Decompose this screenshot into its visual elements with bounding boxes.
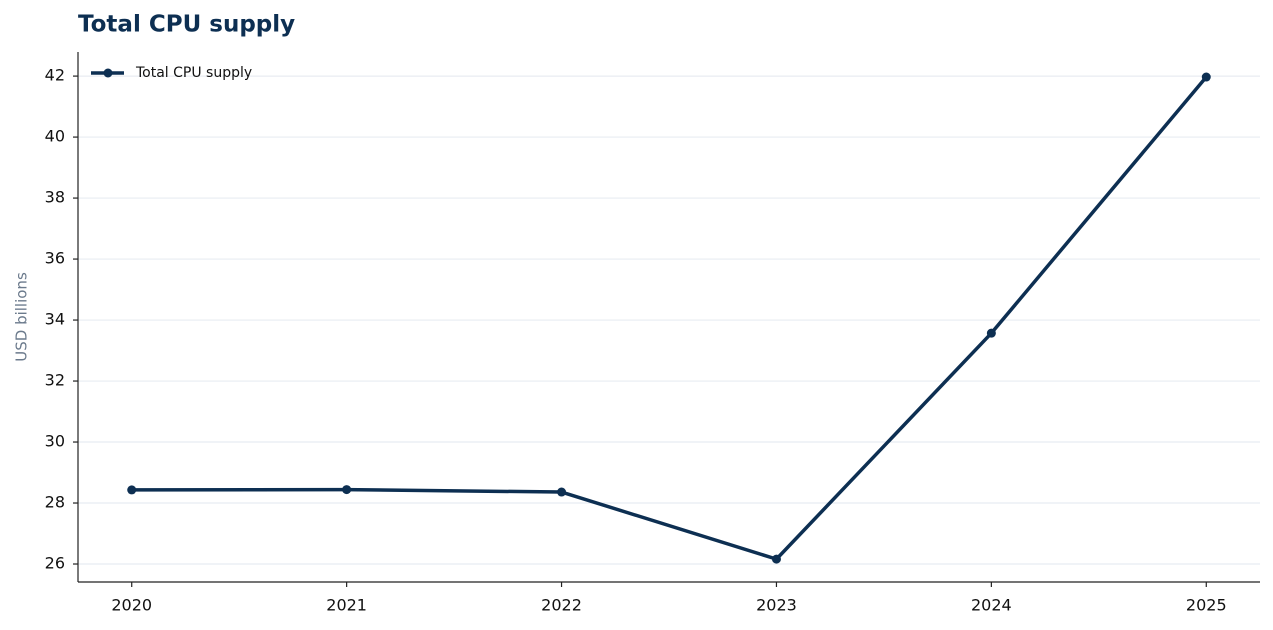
y-tick-label: 36 — [45, 249, 65, 268]
x-tick-label: 2021 — [326, 596, 367, 615]
y-tick-label: 42 — [45, 66, 65, 85]
data-point — [342, 485, 352, 495]
data-point — [127, 485, 137, 495]
y-tick-label: 34 — [45, 310, 65, 329]
y-tick-label: 40 — [45, 127, 65, 146]
legend-marker — [103, 68, 113, 78]
x-tick-label: 2022 — [541, 596, 582, 615]
y-tick-label: 26 — [45, 554, 65, 573]
data-point — [771, 554, 781, 564]
data-point — [986, 328, 996, 338]
data-line — [131, 75, 1208, 561]
y-tick-label: 30 — [45, 432, 65, 451]
y-tick-label: 28 — [45, 493, 65, 512]
y-axis-label: USD billions — [13, 272, 31, 362]
x-tick-label: 2024 — [971, 596, 1012, 615]
data-point — [557, 487, 567, 497]
x-tick-label: 2025 — [1186, 596, 1227, 615]
chart-title: Total CPU supply — [78, 12, 295, 38]
y-tick-label: 32 — [45, 371, 65, 390]
legend-label: Total CPU supply — [135, 65, 252, 81]
x-tick-label: 2020 — [111, 596, 152, 615]
data-point — [1201, 72, 1211, 82]
y-tick-label: 38 — [45, 188, 65, 207]
x-tick-label: 2023 — [756, 596, 797, 615]
